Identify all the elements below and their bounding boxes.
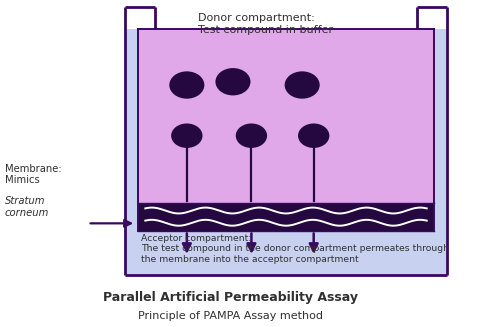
Ellipse shape: [216, 68, 250, 95]
Text: Donor compartment:
Test compound in buffer: Donor compartment: Test compound in buff…: [198, 13, 333, 35]
Bar: [138, 29, 434, 203]
Text: Acceptor compartment:
The test compound in the donor compartment permeates throu: Acceptor compartment: The test compound …: [140, 234, 448, 264]
Ellipse shape: [284, 71, 320, 99]
Text: Stratum
corneum: Stratum corneum: [4, 196, 49, 218]
Bar: [138, 203, 434, 231]
Ellipse shape: [171, 124, 202, 148]
Ellipse shape: [170, 71, 204, 99]
Ellipse shape: [298, 124, 330, 148]
Text: Principle of PAMPA Assay method: Principle of PAMPA Assay method: [138, 311, 323, 320]
Text: Membrane:
Mimics: Membrane: Mimics: [4, 164, 61, 185]
Text: Parallel Artificial Permeability Assay: Parallel Artificial Permeability Assay: [103, 291, 358, 304]
Ellipse shape: [236, 124, 267, 148]
Polygon shape: [124, 29, 448, 275]
